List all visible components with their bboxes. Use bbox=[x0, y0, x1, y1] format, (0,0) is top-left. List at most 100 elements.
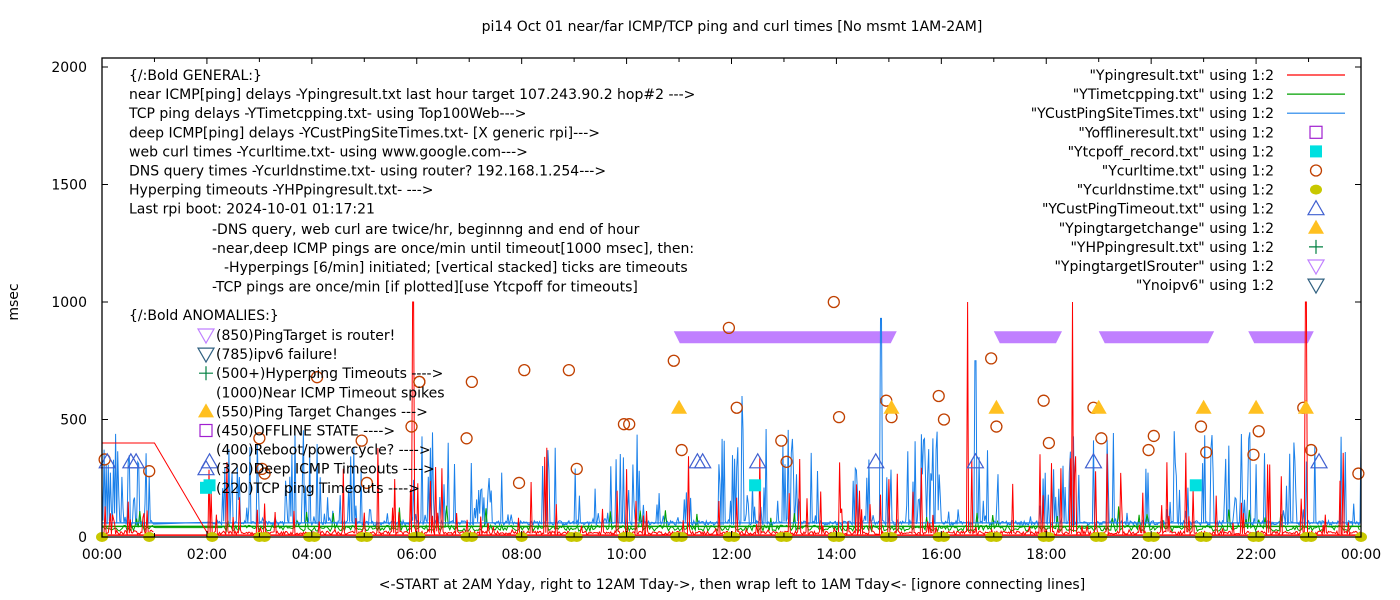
hyperping-point bbox=[1309, 239, 1323, 254]
y-tick-label: 1000 bbox=[51, 295, 87, 311]
general-annotation: deep ICMP[ping] delays -YCustPingSiteTim… bbox=[129, 125, 600, 141]
x-tick-label: 18:00 bbox=[1026, 547, 1066, 563]
ping-target-change-point bbox=[988, 399, 1005, 414]
general-annotation: Last rpi boot: 2024-10-01 01:17:21 bbox=[129, 202, 375, 218]
curl-time-point bbox=[1352, 467, 1365, 480]
curl-time-point bbox=[937, 413, 951, 426]
curl-time-point bbox=[512, 476, 526, 490]
curl-time-point bbox=[667, 354, 680, 367]
legend-label: "YHPpingresult.txt" using 1:2 bbox=[1070, 240, 1274, 256]
anomaly-annotation: (785)ipv6 failure! bbox=[216, 347, 338, 363]
deep-icmp-timeout-point bbox=[693, 452, 712, 469]
legend-label: "YpingtargetISrouter" using 1:2 bbox=[1054, 259, 1274, 275]
anomaly-annotation: (850)PingTarget is router! bbox=[216, 328, 395, 344]
curl-time-point bbox=[932, 389, 945, 403]
axis-ticks: 00:00 02:00 04:00 06:00 08:00 10:00 12:00 14:00… bbox=[51, 58, 1381, 563]
curl-time-point bbox=[1309, 164, 1323, 177]
ping-target-change-point bbox=[1090, 399, 1107, 414]
legend-label: "Ytcpoff_record.txt" using 1:2 bbox=[1068, 144, 1274, 160]
tcp-timeout-point bbox=[1189, 479, 1202, 492]
anomaly-annotation: (1000)Near ICMP Timeout spikes bbox=[216, 385, 445, 401]
ping-target-change-point bbox=[198, 403, 214, 418]
x-tick-label: 14:00 bbox=[816, 547, 856, 563]
deep-icmp-timeout-point bbox=[1309, 452, 1329, 469]
y-axis-label: msec bbox=[6, 283, 22, 320]
legend-triangle-icon bbox=[1306, 199, 1326, 216]
note-annotation: -TCP pings are once/min [if plotted][use… bbox=[212, 279, 638, 295]
ping-target-change-point bbox=[1195, 399, 1212, 414]
is-router-legend-icon bbox=[196, 328, 216, 345]
y-tick-label: 0 bbox=[78, 530, 87, 546]
offline-point bbox=[199, 423, 213, 438]
is-router-band bbox=[1098, 331, 1215, 344]
chart-title: pi14 Oct 01 near/far ICMP/TCP ping and c… bbox=[482, 19, 983, 35]
y-tick-label: 1500 bbox=[51, 178, 87, 194]
note-annotation: -near,deep ICMP pings are once/min until… bbox=[212, 241, 694, 257]
curl-time-point bbox=[675, 443, 688, 457]
anomaly-annotation: (400)Reboot/powercycle? ----> bbox=[216, 443, 431, 459]
general-annotation: Hyperping timeouts -YHPpingresult.txt- -… bbox=[129, 183, 434, 199]
curl-time-point bbox=[258, 467, 271, 480]
tcp-timeout-point bbox=[749, 479, 762, 492]
curl-time-point bbox=[1194, 420, 1208, 433]
curl-time-point bbox=[1037, 394, 1050, 407]
ping-target-change-point bbox=[1297, 399, 1314, 414]
curl-time-point bbox=[518, 363, 531, 377]
legend-down-triangle-icon bbox=[1306, 278, 1326, 295]
y-tick-label: 500 bbox=[60, 413, 87, 429]
x-tick-label: 02:00 bbox=[187, 547, 227, 563]
curl-time-point bbox=[623, 418, 636, 431]
tcp-ping-series-line bbox=[101, 505, 1360, 533]
annotations: {/:Bold GENERAL:} near ICMP[ping] delays … bbox=[128, 68, 695, 497]
noipv6-legend-icon bbox=[196, 347, 216, 364]
deep-icmp-timeout-point bbox=[866, 452, 885, 469]
is-router-band bbox=[993, 331, 1062, 344]
curl-time-point bbox=[730, 401, 743, 414]
curl-time-point bbox=[570, 462, 583, 476]
curl-time-point bbox=[355, 434, 368, 447]
x-tick-label: 16:00 bbox=[921, 547, 961, 563]
general-annotation: TCP ping delays -YTimetcpping.txt- using… bbox=[128, 106, 526, 122]
is-router-band bbox=[673, 331, 897, 344]
anomaly-annotation: (550)Ping Target Changes ---> bbox=[216, 404, 428, 420]
anomaly-annotation: (450)OFFLINE STATE ----> bbox=[216, 424, 395, 440]
curl-time-point bbox=[1142, 443, 1155, 457]
is-router-band bbox=[1248, 331, 1314, 344]
near-icmp-early-line bbox=[101, 501, 154, 536]
deep-icmp-timeout-point bbox=[98, 452, 117, 469]
legend-label: "Ypingtargetchange" using 1:2 bbox=[1059, 221, 1274, 237]
deep-icmp-timeout-point bbox=[121, 452, 140, 469]
curl-time-point bbox=[985, 352, 998, 365]
note-annotation: -Hyperpings [6/min] initiated; [vertical… bbox=[224, 260, 688, 276]
curl-time-point bbox=[310, 371, 324, 384]
note-annotation: -DNS query, web curl are twice/hr, begin… bbox=[212, 222, 640, 238]
legend-label: "YCustPingTimeout.txt" using 1:2 bbox=[1042, 202, 1274, 218]
x-tick-label: 06:00 bbox=[397, 547, 437, 563]
deep-icmp-timeout-point bbox=[127, 452, 146, 469]
curl-time-point bbox=[1305, 443, 1318, 457]
general-annotation: {/:Bold GENERAL:} bbox=[129, 68, 262, 84]
ping-target-change-point bbox=[1248, 399, 1265, 414]
legend-label: "Ycurltime.txt" using 1:2 bbox=[1102, 164, 1274, 180]
dns-time-point bbox=[1310, 184, 1322, 195]
legend-label: "Ypingresult.txt" using 1:2 bbox=[1089, 68, 1274, 84]
x-tick-label: 08:00 bbox=[501, 547, 541, 563]
anomalies-header: {/:Bold ANOMALIES:} bbox=[129, 308, 279, 324]
legend-label: "YTimetcpping.txt" using 1:2 bbox=[1073, 87, 1274, 103]
curl-time-point bbox=[1042, 436, 1056, 450]
x-tick-label: 12:00 bbox=[711, 547, 751, 563]
legend: "Ypingresult.txt" using 1:2 "YTimetcpping… bbox=[1031, 68, 1345, 295]
deep-icmp-timeout-point bbox=[748, 452, 767, 469]
x-tick-label: 00:00 bbox=[1341, 547, 1381, 563]
legend-label: "Ynoipv6" using 1:2 bbox=[1136, 278, 1274, 294]
deep-icmp-timeout-point bbox=[966, 452, 985, 469]
curl-time-point bbox=[562, 363, 576, 377]
legend-down-triangle-icon bbox=[1306, 259, 1326, 276]
x-tick-label: 00:00 bbox=[82, 547, 122, 563]
x-tick-label: 10:00 bbox=[606, 547, 646, 563]
curl-time-point bbox=[405, 420, 418, 433]
curl-time-point bbox=[1200, 446, 1213, 459]
curl-time-point bbox=[253, 432, 266, 445]
curl-time-point bbox=[722, 321, 736, 335]
